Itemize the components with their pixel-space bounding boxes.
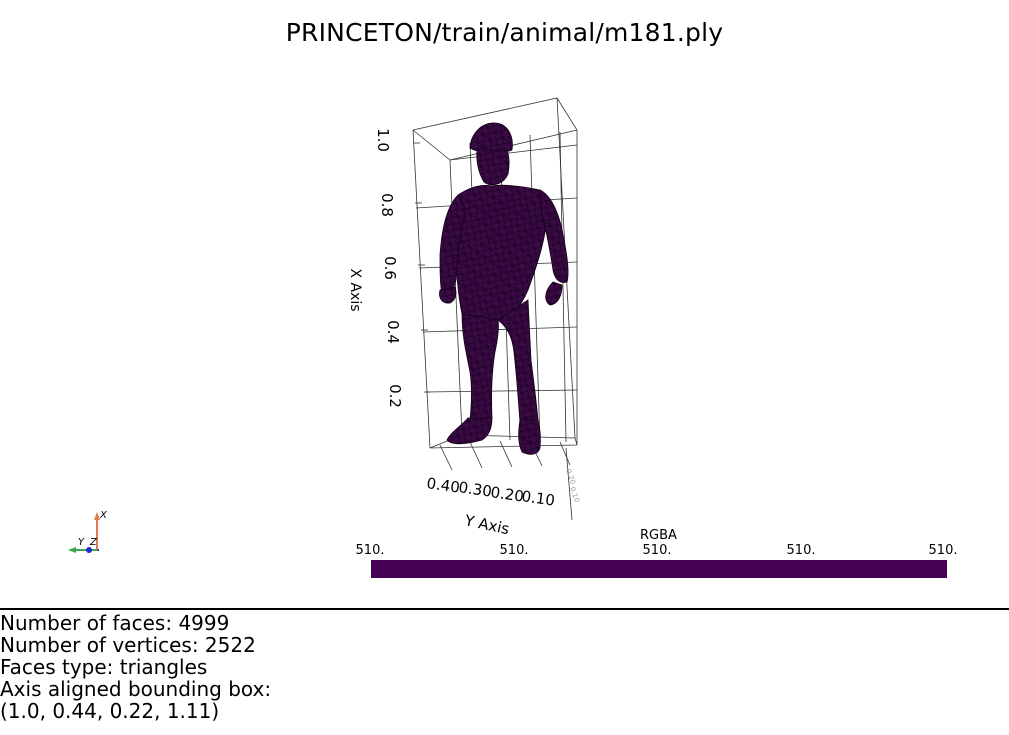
orient-z-label: Z	[89, 537, 98, 548]
z-axis-ticks: 0.20 0.10	[564, 468, 581, 503]
svg-text:0.20: 0.20	[564, 468, 577, 485]
colorbar-title: RGBA	[640, 528, 677, 543]
orientation-widget: X Y Z	[68, 510, 108, 553]
colorbar-tick: 510.	[786, 543, 816, 558]
x-axis-ticks: 1.0 0.8 0.6 0.4 0.2	[374, 128, 404, 408]
x-tick-label: 0.8	[378, 193, 396, 217]
x-tick-label: 0.6	[381, 256, 399, 280]
x-tick-label: 0.4	[384, 320, 402, 344]
colorbar-tick: 510.	[642, 543, 672, 558]
bbox-label: Axis aligned bounding box:	[0, 677, 272, 701]
mesh-model	[439, 122, 569, 455]
y-axis-ticks: 0.40 0.30 0.20 0.10	[425, 474, 556, 509]
x-tick-label: 1.0	[374, 128, 392, 152]
faces-count: Number of faces: 4999	[0, 611, 230, 635]
x-tick-label: 0.2	[386, 384, 404, 408]
bbox-value: (1.0, 0.44, 0.22, 1.11)	[0, 699, 220, 723]
divider	[0, 608, 1009, 610]
x-axis-title: X Axis	[347, 268, 363, 311]
orient-y-label: Y	[78, 537, 85, 548]
colorbar-tick: 510.	[499, 543, 529, 558]
y-tick-label: 0.20	[489, 483, 525, 505]
faces-type: Faces type: triangles	[0, 655, 208, 679]
colorbar-tick: 510.	[355, 543, 385, 558]
3d-viewport[interactable]: 1.0 0.8 0.6 0.4 0.2 X Axis 0.40 0.30 0.2…	[0, 0, 1009, 600]
colorbar-tick: 510.	[928, 543, 958, 558]
y-axis-title: Y Axis	[462, 511, 511, 538]
y-tick-label: 0.10	[520, 487, 556, 509]
plot-title: PRINCETON/train/animal/m181.ply	[285, 18, 724, 47]
mesh-info-panel: Number of faces: 4999 Number of vertices…	[0, 612, 271, 722]
y-tick-label: 0.30	[457, 478, 493, 500]
colorbar	[371, 560, 947, 578]
orient-x-label: X	[99, 510, 108, 521]
y-tick-label: 0.40	[425, 474, 461, 496]
vertices-count: Number of vertices: 2522	[0, 633, 256, 657]
